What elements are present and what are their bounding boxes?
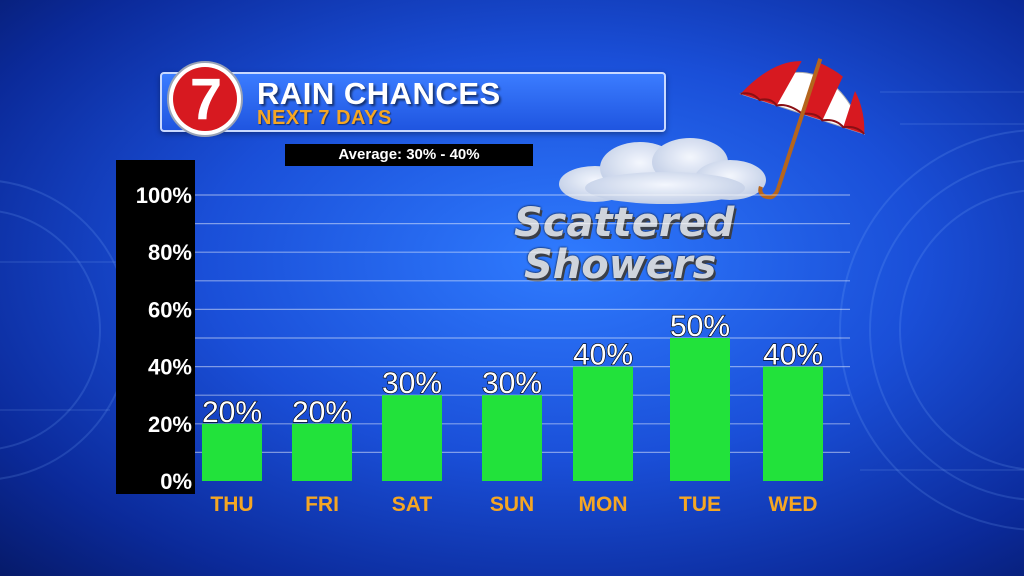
bar-mon xyxy=(573,366,633,481)
y-tick-label: 20% xyxy=(148,412,192,437)
title-banner xyxy=(160,72,666,132)
x-tick-label: SAT xyxy=(392,493,433,516)
data-label: 20% xyxy=(202,396,262,429)
logo-number: 7 xyxy=(190,67,222,132)
umbrella-icon xyxy=(739,58,866,200)
scattered-text: Scattered xyxy=(514,200,735,246)
average-badge: Average: 30% - 40% xyxy=(285,144,533,166)
x-tick-label: MON xyxy=(579,493,628,516)
showers-text: Showers xyxy=(524,242,717,288)
bar-thu xyxy=(202,423,262,481)
x-tick-label: THU xyxy=(210,493,253,516)
x-tick-label: SUN xyxy=(490,493,534,516)
data-label: 40% xyxy=(573,339,633,372)
y-tick-label: 80% xyxy=(148,240,192,265)
chart-subtitle: NEXT 7 DAYS xyxy=(257,107,392,129)
y-tick-label: 0% xyxy=(160,469,192,494)
station-7-logo: 7 xyxy=(167,61,243,137)
y-tick-label: 100% xyxy=(136,183,192,208)
bar-sun xyxy=(482,395,542,481)
bar-wed xyxy=(763,366,823,481)
data-label: 40% xyxy=(763,339,823,372)
x-tick-label: FRI xyxy=(305,493,339,516)
data-label: 30% xyxy=(382,367,442,400)
data-label: 20% xyxy=(292,396,352,429)
bar-sat xyxy=(382,395,442,481)
y-tick-label: 60% xyxy=(148,297,192,322)
cloud-icon xyxy=(559,138,766,204)
data-label: 30% xyxy=(482,367,542,400)
x-tick-label: WED xyxy=(769,493,818,516)
data-label: 50% xyxy=(670,310,730,343)
bar-fri xyxy=(292,423,352,481)
y-tick-label: 40% xyxy=(148,355,192,380)
y-axis-panel xyxy=(116,160,195,494)
chart-title: RAIN CHANCES xyxy=(257,76,501,111)
bar-tue xyxy=(670,338,730,481)
x-tick-label: TUE xyxy=(679,493,721,516)
